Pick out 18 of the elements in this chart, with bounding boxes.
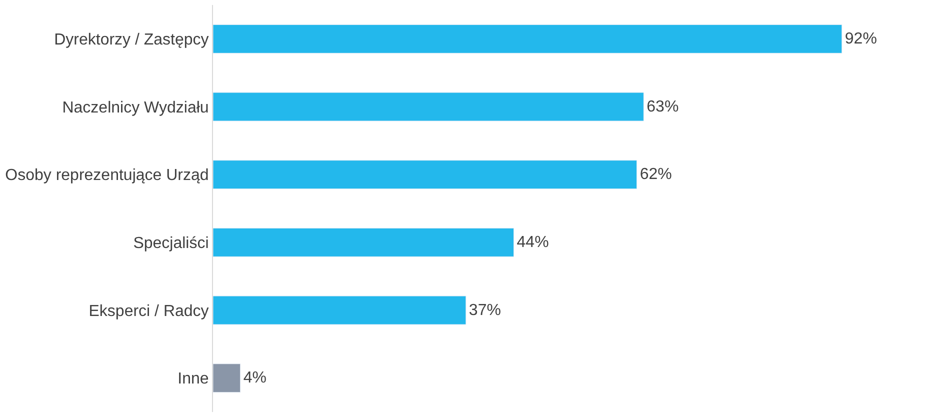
bar: [213, 160, 638, 190]
data-label: 37%: [468, 302, 501, 319]
y-tick-label: Dyrektorzy / Zastępcy: [54, 32, 209, 49]
data-label: 44%: [516, 234, 549, 251]
y-tick-label: Specjaliści: [133, 235, 209, 252]
bar: [213, 228, 514, 257]
bar: [213, 24, 842, 54]
y-tick-label: Inne: [178, 370, 209, 388]
bar: [213, 92, 644, 122]
data-label: 62%: [640, 166, 672, 184]
bar: [213, 296, 466, 325]
bar: [213, 364, 241, 393]
data-label: 63%: [646, 98, 679, 116]
data-label: 92%: [844, 30, 877, 48]
y-tick-label: Osoby reprezentujące Urząd: [5, 167, 209, 184]
data-label: 4%: [243, 370, 266, 387]
y-tick-label: Naczelnicy Wydziału: [62, 99, 209, 116]
y-tick-label: Eksperci / Radcy: [88, 302, 209, 320]
